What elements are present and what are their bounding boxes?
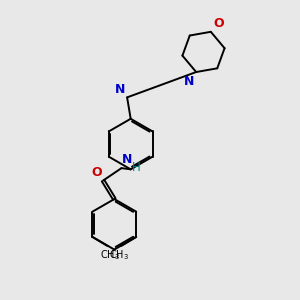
Text: N: N — [122, 153, 132, 166]
Text: O: O — [91, 166, 102, 179]
Text: CH$_3$: CH$_3$ — [109, 248, 129, 262]
Text: N: N — [184, 75, 195, 88]
Text: CH$_3$: CH$_3$ — [100, 248, 120, 262]
Text: H: H — [132, 161, 141, 174]
Text: N: N — [115, 83, 126, 96]
Text: O: O — [213, 17, 224, 30]
